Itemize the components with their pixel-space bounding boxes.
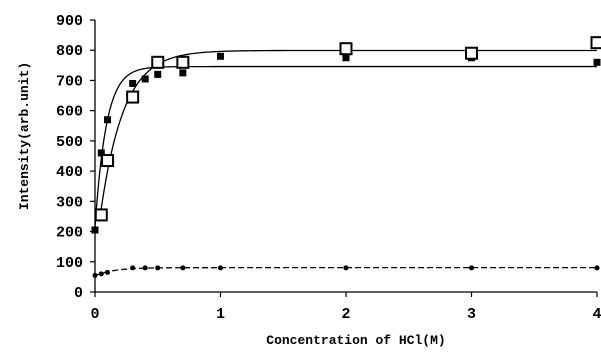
point-small-dot (98, 271, 104, 277)
y-tick-label: 600 (56, 104, 83, 121)
point-filled-square (141, 75, 149, 83)
point-small-dot (105, 269, 111, 275)
point-open-square (590, 36, 601, 50)
point-open-square (465, 46, 478, 60)
point-open-square (176, 55, 190, 69)
y-tick-label: 500 (56, 134, 83, 151)
point-filled-square (91, 226, 99, 234)
point-filled-square (104, 116, 112, 124)
point-small-dot (180, 265, 186, 271)
tick-labels: 0 100 200 300 400 500 600 700 800 900 0 1 2 3 4 (56, 13, 601, 323)
point-small-dot (343, 265, 349, 271)
x-tick-label: 1 (216, 306, 225, 323)
y-axis-label: Intensity(arb.unit) (17, 62, 32, 210)
x-tick-label: 4 (592, 306, 601, 323)
point-open-square (126, 90, 140, 104)
x-tick-label: 3 (467, 306, 476, 323)
point-filled-square (593, 58, 601, 66)
fit-curve-series-2 (100, 49, 597, 209)
y-tick-label: 100 (56, 255, 83, 272)
point-filled-square (179, 69, 187, 77)
point-open-square (151, 55, 165, 69)
x-tick-label: 0 (90, 306, 99, 323)
point-open-square (101, 154, 115, 168)
point-small-dot (130, 265, 136, 271)
point-small-dot (142, 265, 148, 271)
y-tick-label: 900 (56, 13, 83, 30)
point-open-square (339, 42, 353, 56)
y-tick-label: 300 (56, 194, 83, 211)
point-small-dot (155, 265, 161, 271)
point-filled-square (129, 79, 137, 87)
point-open-square (94, 208, 108, 222)
point-filled-square (97, 149, 105, 157)
point-small-dot (469, 265, 474, 271)
x-tick-label: 2 (341, 306, 350, 323)
y-tick-label: 200 (56, 225, 83, 242)
y-tick-label: 400 (56, 164, 83, 181)
axes (90, 19, 598, 297)
point-filled-square (217, 52, 224, 60)
fit-curve-series-1 (94, 65, 597, 228)
y-tick-label: 0 (74, 285, 83, 302)
point-small-dot (594, 265, 600, 271)
fit-curves (94, 49, 597, 277)
point-filled-square (154, 70, 162, 78)
point-small-dot (92, 272, 98, 278)
y-tick-label: 700 (56, 73, 83, 90)
y-tick-label: 800 (56, 43, 83, 60)
data-points (91, 36, 601, 278)
point-small-dot (218, 265, 223, 271)
x-axis-label: Concentration of HCl(M) (266, 333, 445, 348)
point-filled-square (342, 54, 350, 62)
